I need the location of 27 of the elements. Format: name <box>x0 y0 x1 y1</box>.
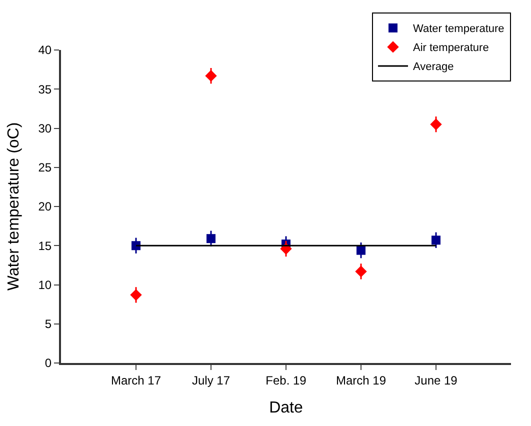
point <box>206 234 216 244</box>
y-tick-label: 40 <box>38 43 52 58</box>
y-tick-label: 20 <box>38 200 52 214</box>
y-tick-label: 15 <box>38 238 52 253</box>
legend-label: Water temperature <box>413 23 504 36</box>
point <box>205 70 217 82</box>
y-tick-label: 10 <box>38 278 52 292</box>
y-tick-label: 30 <box>38 121 52 136</box>
point <box>355 266 367 278</box>
legend-label: Air temperature <box>413 42 489 54</box>
x-axis-title: Date <box>269 400 303 417</box>
legend-label: Average <box>413 61 454 74</box>
y-axis-title: Water temperature (oC) <box>6 122 23 291</box>
point <box>430 118 442 130</box>
point <box>132 241 140 250</box>
point <box>130 289 142 301</box>
y-tick-label: 35 <box>38 82 52 96</box>
x-tick-label: June 19 <box>414 373 458 388</box>
point <box>356 246 366 255</box>
y-tick-label: 25 <box>38 160 52 175</box>
x-tick-label: July 17 <box>192 373 230 388</box>
x-tick-label: March 17 <box>110 373 162 388</box>
x-tick-label: March 19 <box>336 373 386 388</box>
y-tick-label: 0 <box>44 356 52 370</box>
point <box>432 236 440 245</box>
x-tick-label: Feb. 19 <box>266 373 307 388</box>
y-tick-label: 5 <box>44 317 52 332</box>
